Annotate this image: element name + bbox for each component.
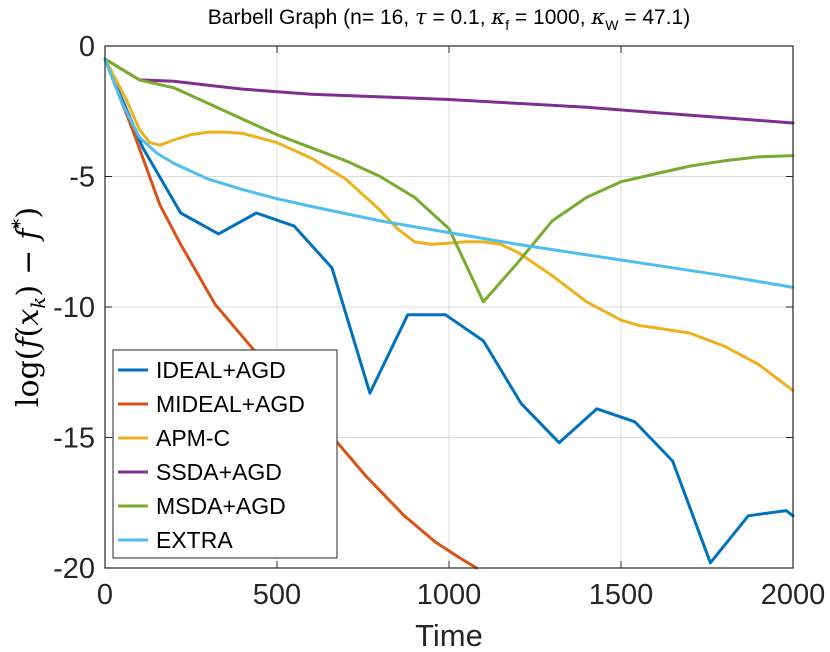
legend-label: MIDEAL+AGD — [156, 391, 305, 417]
x-tick-label: 1000 — [417, 579, 482, 611]
x-tick-label: 2000 — [761, 579, 826, 611]
legend-label: IDEAL+AGD — [156, 357, 286, 383]
ticks: 0 500 1000 1500 2000 0 -5 -10 -15 -20 — [53, 31, 825, 611]
y-tick-label: 0 — [79, 31, 95, 63]
legend: IDEAL+AGD MIDEAL+AGD APM-C SSDA+AGD MSDA+AGD… — [112, 349, 338, 559]
x-tick-label: 0 — [97, 579, 113, 611]
y-tick-label: -10 — [53, 292, 95, 324]
series-line-ssda-agd — [103, 57, 795, 125]
legend-label: APM-C — [156, 425, 230, 451]
legend-label: SSDA+AGD — [156, 459, 282, 485]
series-lines — [103, 57, 795, 570]
legend-box — [112, 349, 338, 559]
legend-label: MSDA+AGD — [156, 493, 286, 519]
legend-entries: IDEAL+AGD MIDEAL+AGD APM-C SSDA+AGD MSDA+AGD… — [118, 357, 305, 553]
x-tick-label: 500 — [253, 579, 301, 611]
chart-title: Barbell Graph (n= 16, τ = 0.1, κf = 1000… — [208, 5, 690, 33]
series-line-ideal-agd — [103, 57, 795, 565]
y-tick-label: -5 — [69, 162, 95, 194]
y-tick-label: -20 — [53, 553, 95, 585]
x-tick-label: 1500 — [589, 579, 654, 611]
x-axis-label: Time — [415, 618, 483, 652]
y-tick-label: -15 — [53, 423, 95, 455]
series-line-msda-agd — [103, 57, 795, 304]
y-axis-label: log(f(xk)−f*) — [7, 207, 50, 407]
legend-label: EXTRA — [156, 527, 233, 553]
series-line-extra — [103, 57, 795, 289]
series-line-apm-c — [103, 57, 795, 392]
